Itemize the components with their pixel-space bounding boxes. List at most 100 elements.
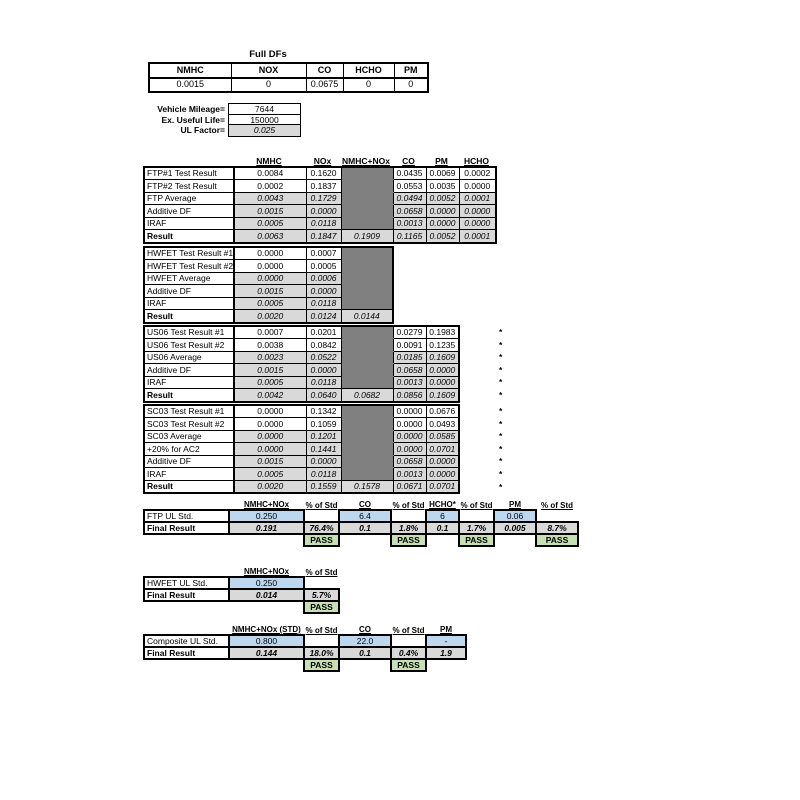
row-label: IRAF <box>143 296 235 311</box>
value-cell: 0.0005 <box>233 296 307 311</box>
value-cell <box>459 339 496 352</box>
blocked-cell <box>340 350 394 365</box>
blocked-cell <box>340 191 394 206</box>
composite-std-table-grid: NMHC+NOx (STD) % of Std CO % of Std PM Compos… <box>143 622 467 672</box>
column-header: % of Std <box>460 501 493 510</box>
gap <box>426 534 459 546</box>
value-cell: 0.0201 <box>305 325 342 340</box>
value-cell: 0.0701 <box>425 480 460 495</box>
value-cell: 0.1235 <box>425 338 460 352</box>
row-label: HWFET Average <box>143 271 235 286</box>
row-label: HWFET Test Result #1 <box>143 246 235 261</box>
pass-badge: PASS <box>303 533 340 547</box>
value-cell <box>459 247 496 260</box>
value-cell <box>426 285 459 298</box>
pass-badge: PASS <box>535 533 579 547</box>
value-cell: 0.0015 <box>148 77 232 93</box>
value-cell: 0.0676 <box>425 404 460 419</box>
simple-table-grid: NMHC NOX CO HCHO PM 0.0015 0 0.0675 0 0 <box>148 62 429 93</box>
pass-badge: PASS <box>390 658 427 672</box>
value-cell: 0.1983 <box>425 325 460 340</box>
value-cell <box>459 376 496 389</box>
gap <box>144 534 229 546</box>
value-cell: 0.0043 <box>233 191 307 206</box>
footnote-asterisk: * <box>499 469 503 480</box>
full-dfs-table: NMHC NOX CO HCHO PM 0.0015 0 0.0675 0 0 <box>148 62 429 93</box>
column-header: NMHC+NOx (STD) <box>232 625 301 634</box>
value-cell: 0.0000 <box>233 271 307 286</box>
value-cell: 0.0124 <box>305 309 342 324</box>
value-cell: 0.0000 <box>233 417 307 431</box>
column-header: NMHC+NOx <box>243 567 290 576</box>
blocked-cell <box>340 259 394 273</box>
blocked-cell <box>340 271 394 286</box>
row-label: SC03 Test Result #2 <box>143 417 235 431</box>
row-label: US06 Average <box>143 350 235 365</box>
value-cell <box>459 418 496 431</box>
value-cell: 0.1165 <box>392 229 427 244</box>
gap <box>536 510 578 522</box>
footnote-asterisk: * <box>499 339 503 350</box>
final-result-value: 1.7% <box>458 521 495 535</box>
vehicle-info: Vehicle Mileage= 7644 Ex. Useful Life= 1… <box>98 103 301 137</box>
row-label: Final Result <box>143 588 230 602</box>
blocked-cell <box>340 467 394 482</box>
column-header-co: CO <box>402 156 415 166</box>
value-cell <box>459 468 496 481</box>
column-header: HCHO* <box>429 500 456 509</box>
row-label: Final Result <box>143 646 230 660</box>
us06-results-table: US06 Test Result #1 0.0007 0.0201 0.0279 0.1… <box>143 325 507 403</box>
value-cell <box>459 443 496 456</box>
value-cell: 0.0035 <box>425 179 460 193</box>
value-cell: 0.0005 <box>305 259 342 273</box>
header-spacer <box>144 564 229 577</box>
gap <box>229 601 304 613</box>
footnote-asterisk: * <box>499 406 503 417</box>
value-cell: 0.0118 <box>305 296 342 311</box>
value-cell: 0.0658 <box>392 204 427 218</box>
value-cell <box>459 260 496 273</box>
value-cell: 0.0000 <box>392 442 427 456</box>
row-label: IRAF <box>143 467 235 482</box>
value-cell: 0.0675 <box>305 77 344 93</box>
final-result-value: 0.1 <box>338 646 392 660</box>
column-header-nmhc: NMHC <box>256 156 282 166</box>
value-cell: 0.0000 <box>425 467 460 482</box>
blocked-cell <box>340 442 394 456</box>
footnote-asterisk: * <box>499 352 503 363</box>
value-cell: 0.0671 <box>392 480 427 495</box>
value-cell: 0.0000 <box>305 284 342 298</box>
gap <box>304 510 339 522</box>
value-cell: 0.0185 <box>392 350 427 365</box>
pass-badge: PASS <box>390 533 427 547</box>
blocked-cell <box>340 166 394 181</box>
column-header: NMHC <box>148 62 232 79</box>
value-cell <box>459 389 496 402</box>
value-cell: 0.0118 <box>305 375 342 390</box>
row-label: Additive DF <box>143 284 235 298</box>
value-cell: 0.1909 <box>340 229 394 244</box>
standard-value: 22.0 <box>338 634 392 648</box>
value-cell: 0.0069 <box>425 166 460 181</box>
value-cell: 0.1201 <box>305 429 342 444</box>
value-cell: 0.0118 <box>305 467 342 482</box>
value-cell: 0.1342 <box>305 404 342 419</box>
value-cell: 0.0640 <box>305 388 342 403</box>
value-cell <box>426 247 459 260</box>
value-cell: 0.1729 <box>305 191 342 206</box>
value-cell: 0.0585 <box>425 429 460 444</box>
gap <box>459 510 494 522</box>
value-cell <box>459 272 496 285</box>
column-header: NMHC+NOx <box>243 500 290 509</box>
footnote-asterisk: * <box>499 418 503 429</box>
value-cell: 0.0493 <box>425 417 460 431</box>
pass-badge: PASS <box>303 600 340 614</box>
column-header: NOX <box>230 62 307 79</box>
value-cell: 0.0015 <box>233 284 307 298</box>
row-label: FTP#2 Test Result <box>143 179 235 193</box>
footnote-asterisk: * <box>499 431 503 442</box>
column-header: CO <box>305 62 344 79</box>
value-cell: 0.1847 <box>305 229 342 244</box>
value-cell: 0.0001 <box>458 191 497 206</box>
hwfet-std-table-grid: NMHC+NOx % of Std HWFET UL Std. 0.250 Final … <box>143 564 340 614</box>
